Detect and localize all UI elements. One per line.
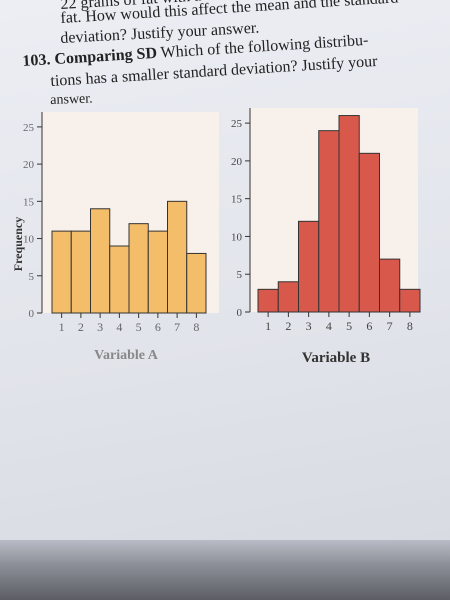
- bar-6: [358, 152, 380, 313]
- y-tick-label-20: 20: [23, 159, 35, 171]
- bar-1: [51, 230, 72, 314]
- x-axis-label-variable-b: Variable B: [302, 350, 370, 366]
- y-tick-label-25: 25: [231, 118, 243, 130]
- bar-8: [399, 288, 421, 313]
- x-tick-label-2: 2: [285, 319, 291, 333]
- y-tick-label-10: 10: [23, 234, 35, 246]
- x-tick-label-4: 4: [326, 319, 332, 333]
- x-tick-label-5: 5: [346, 319, 352, 333]
- y-tick-label-15: 15: [231, 194, 243, 206]
- y-tick-label-5: 5: [237, 269, 243, 281]
- bar-8: [186, 252, 207, 314]
- bar-2: [70, 230, 91, 314]
- x-tick-label-3: 3: [306, 319, 312, 333]
- x-tick-label-2: 2: [78, 320, 84, 334]
- textbook-page: 22 grams of fat with a fat. How would th…: [0, 0, 450, 540]
- x-tick-label-8: 8: [193, 320, 199, 334]
- bar-3: [90, 208, 111, 314]
- y-tick-label-5: 5: [29, 271, 35, 283]
- y-tick-label-20: 20: [231, 156, 243, 168]
- bar-5: [338, 115, 360, 313]
- bar-4: [109, 245, 130, 314]
- x-tick-label-1: 1: [59, 320, 65, 334]
- x-tick-label-1: 1: [265, 319, 271, 333]
- y-tick-label-0: 0: [29, 308, 35, 320]
- x-tick-label-7: 7: [387, 319, 393, 333]
- book-bottom-edge: [0, 540, 450, 600]
- y-tick-label-0: 0: [237, 307, 243, 319]
- bar-4: [318, 130, 340, 313]
- bar-3: [298, 220, 320, 313]
- x-tick-label-3: 3: [97, 320, 103, 334]
- bar-7: [167, 200, 188, 314]
- bar-1: [257, 288, 279, 313]
- y-tick-label-25: 25: [23, 122, 35, 134]
- bar-2: [277, 281, 299, 313]
- y-tick-label-10: 10: [231, 231, 243, 243]
- x-tick-label-7: 7: [174, 320, 180, 334]
- x-tick-label-4: 4: [116, 320, 122, 334]
- bar-6: [147, 230, 168, 314]
- x-tick-label-6: 6: [366, 319, 372, 333]
- bar-5: [128, 223, 149, 314]
- x-axis-label-variable-a: Variable A: [94, 348, 159, 363]
- x-tick-label-5: 5: [136, 320, 142, 334]
- y-axis-label-frequency: Frequency: [11, 217, 25, 271]
- bar-7: [379, 258, 401, 313]
- x-tick-label-6: 6: [155, 320, 161, 334]
- x-tick-label-8: 8: [407, 319, 413, 333]
- y-tick-label-15: 15: [23, 196, 35, 208]
